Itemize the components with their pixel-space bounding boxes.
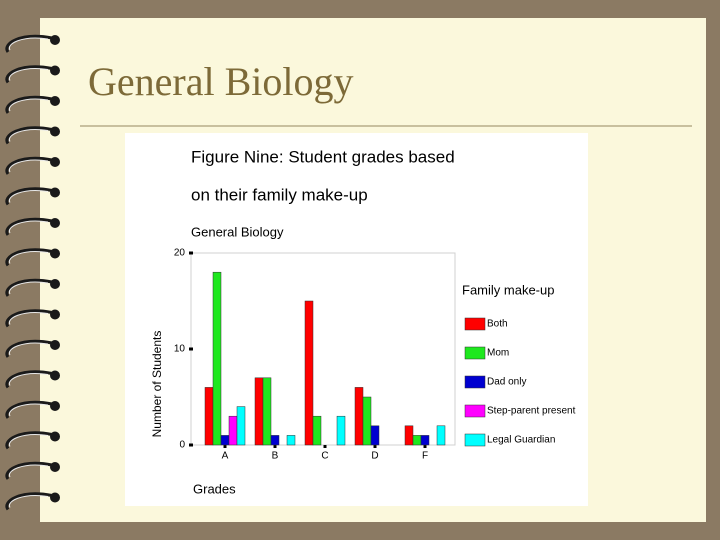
ring-shine [8, 37, 49, 51]
legend-label: Mom [487, 348, 509, 359]
ring-hole [50, 65, 60, 76]
ring [5, 431, 53, 450]
y-tick-label: 10 [174, 344, 186, 355]
ring-shine [8, 342, 49, 356]
legend-label: Step-parent present [487, 406, 576, 417]
chart-subtitle: General Biology [191, 224, 284, 239]
ring-shine [8, 373, 49, 386]
x-tick-label: A [222, 451, 229, 462]
ring [5, 217, 53, 236]
ring [5, 461, 53, 480]
bar [220, 435, 230, 446]
ring-shine [8, 251, 49, 264]
legend-label: Dad only [487, 377, 526, 388]
ring-hole [50, 157, 60, 167]
legend-swatch [464, 317, 486, 331]
ring-hole [50, 279, 60, 289]
ring-hole [50, 248, 60, 259]
legend-swatch [464, 404, 486, 418]
bar [304, 300, 314, 446]
bar [212, 271, 222, 446]
y-tick-label: 0 [179, 440, 185, 451]
ring-hole [50, 401, 60, 411]
ring-shine [8, 464, 49, 478]
bar [228, 415, 238, 446]
ring [5, 187, 53, 206]
x-tick-label: F [422, 451, 428, 462]
ring-shine [8, 68, 49, 81]
ring [5, 156, 53, 175]
ring [5, 339, 53, 358]
ring-shine [8, 495, 49, 508]
legend-title: Family make-up [462, 282, 554, 297]
bar [286, 435, 296, 446]
ring-shine [8, 434, 49, 447]
x-axis-label: Grades [193, 481, 236, 496]
y-tick-label: 20 [174, 248, 186, 259]
bar [354, 387, 364, 446]
spiral-binding [5, 34, 60, 511]
chart-title: on their family make-up [191, 185, 368, 204]
bar [412, 435, 422, 446]
legend-label: Legal Guardian [487, 435, 555, 446]
legend-swatch [464, 433, 486, 447]
ring-shine [8, 98, 49, 112]
ring-shine [8, 129, 49, 142]
ring-hole [50, 370, 60, 381]
bar [404, 425, 414, 446]
y-axis-label: Number of Students [150, 331, 164, 438]
bar [204, 387, 214, 446]
ring-hole [50, 218, 60, 228]
ring [5, 309, 53, 328]
ring-shine [8, 220, 49, 234]
chart-title: Figure Nine: Student grades based [191, 147, 455, 166]
legend-swatch [464, 375, 486, 389]
ring [5, 34, 53, 53]
ring [5, 65, 53, 84]
x-tick-label: D [371, 451, 378, 462]
ring [5, 278, 53, 297]
ring [5, 400, 53, 419]
bar [312, 415, 322, 446]
ring-shine [8, 281, 49, 295]
bar [236, 406, 246, 446]
ring-hole [50, 126, 60, 137]
bar [370, 425, 380, 446]
ring-hole [50, 96, 60, 106]
bar [336, 415, 346, 446]
ring [5, 248, 53, 267]
ring-hole [50, 431, 60, 442]
bar [436, 425, 446, 446]
ring-hole [50, 492, 60, 503]
x-tick-label: C [321, 451, 328, 462]
ring [5, 95, 53, 114]
ring-hole [50, 462, 60, 472]
ring [5, 126, 53, 145]
bar [420, 435, 430, 446]
ring-shine [8, 403, 49, 417]
x-tick-label: B [272, 451, 279, 462]
legend-swatch [464, 346, 486, 360]
ring-hole [50, 309, 60, 320]
bar [362, 396, 372, 446]
ring-shine [8, 159, 49, 173]
ring-hole [50, 187, 60, 198]
ring-shine [8, 190, 49, 203]
ring-shine [8, 312, 49, 325]
ring-hole [50, 340, 60, 350]
bar [262, 377, 272, 446]
bar [270, 435, 280, 446]
slide-title: General Biology [88, 59, 354, 104]
ring-hole [50, 35, 60, 45]
ring [5, 492, 53, 511]
bar [254, 377, 264, 446]
legend-label: Both [487, 319, 508, 330]
ring [5, 370, 53, 389]
